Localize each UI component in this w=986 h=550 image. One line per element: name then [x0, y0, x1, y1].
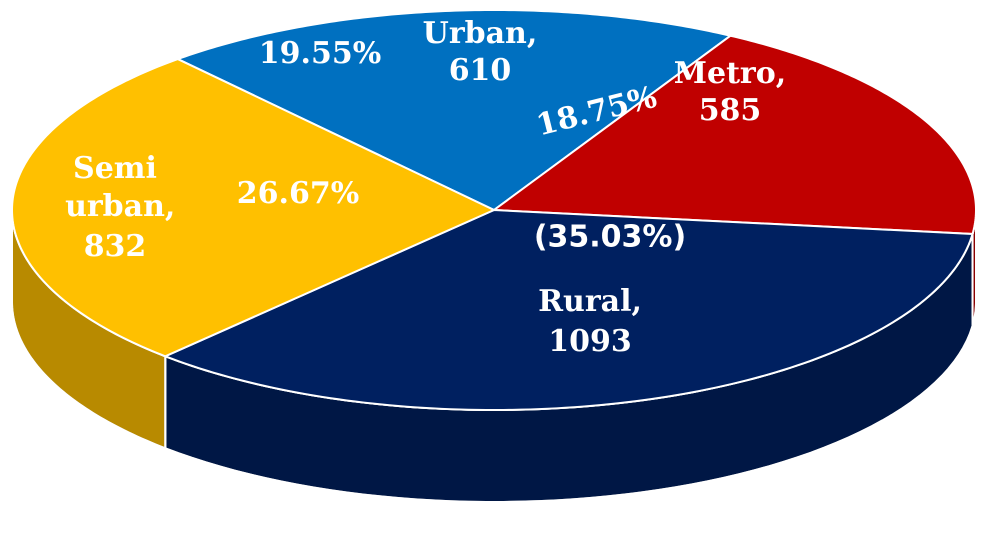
category-label: Metro, [674, 56, 786, 91]
pie-slice [162, 208, 974, 412]
category-label: Semi urban, [55, 151, 176, 224]
category-label: Rural, [538, 284, 642, 319]
pie-slice [491, 34, 977, 236]
pie-slice [175, 9, 733, 212]
value-label: 610 [449, 53, 512, 88]
category-label: Urban, [423, 16, 538, 51]
percent-label: 19.55% [259, 36, 381, 71]
percent-label: 26.67% [237, 176, 359, 211]
value-label: 1093 [548, 324, 632, 359]
value-label: 585 [699, 93, 762, 128]
value-label: 832 [84, 229, 147, 264]
pie-slice [11, 57, 497, 358]
percent-label: (35.03%) [534, 220, 686, 255]
